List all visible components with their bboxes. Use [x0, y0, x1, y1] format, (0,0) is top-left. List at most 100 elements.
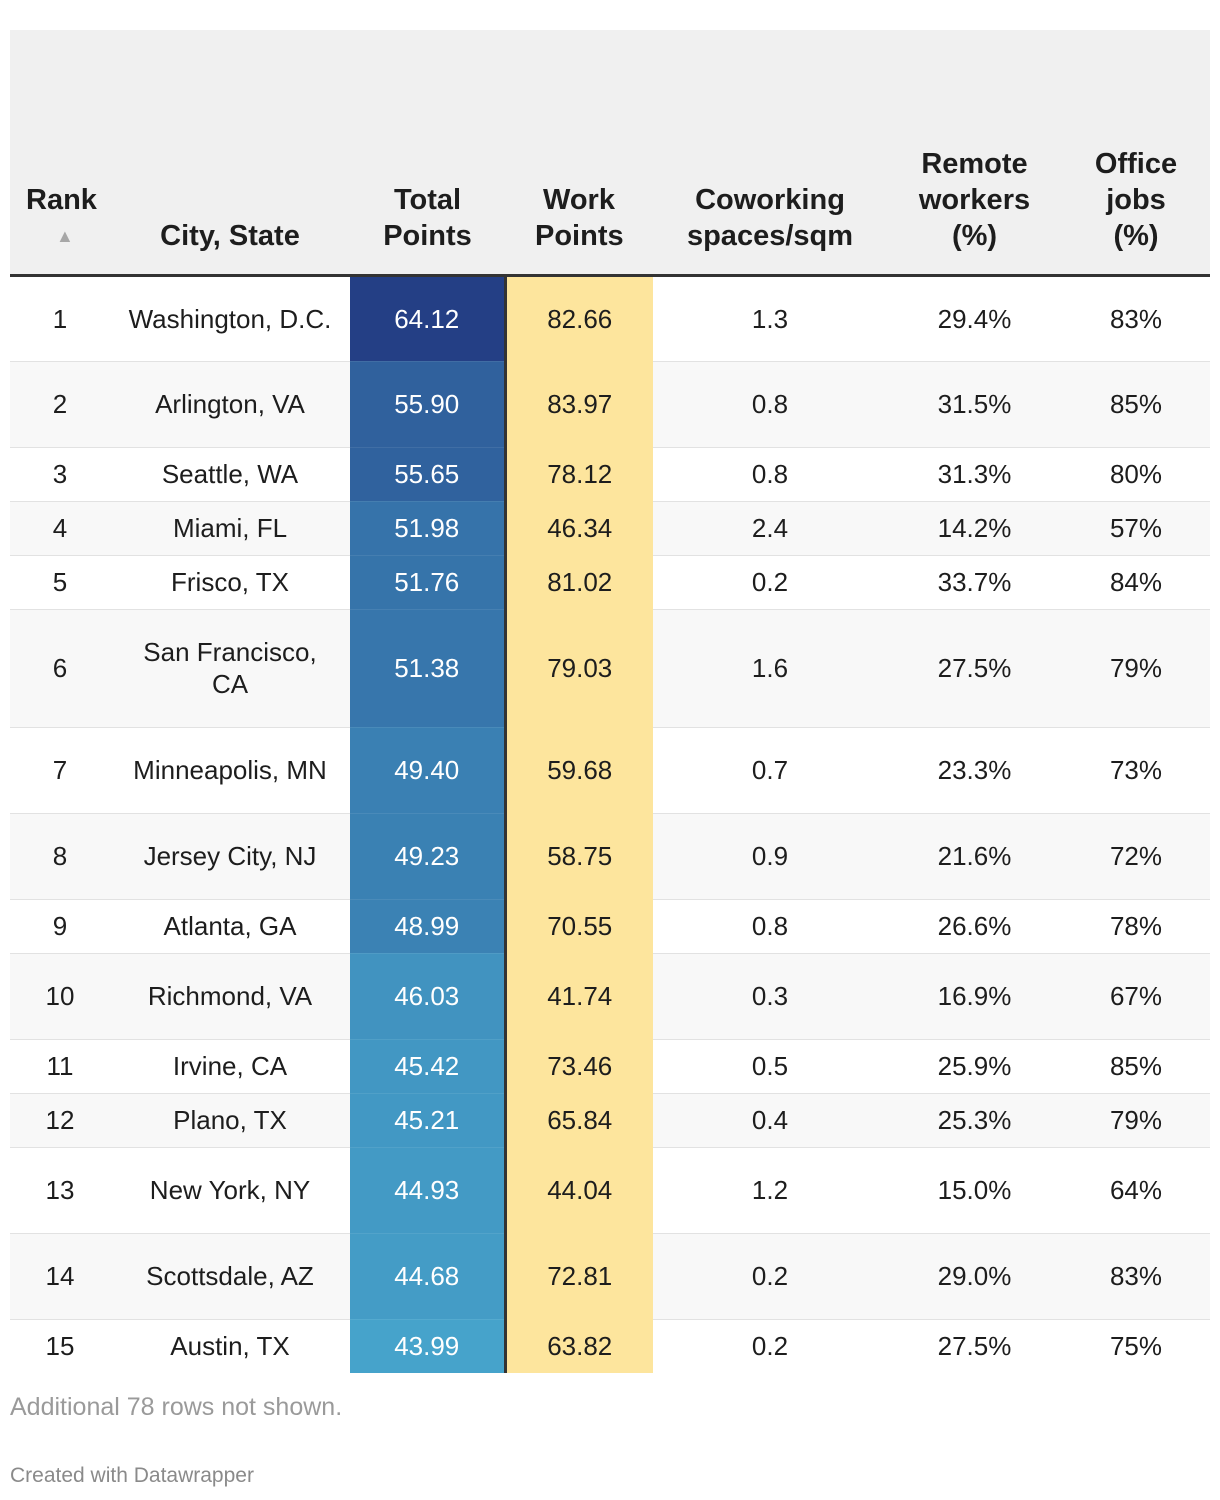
cell-remote: 26.6%: [887, 899, 1062, 954]
cell-rank: 15: [45, 1331, 75, 1362]
header-city[interactable]: City, State: [110, 30, 350, 277]
cell-city: Frisco, TX: [110, 555, 350, 610]
cell-city: New York, NY: [110, 1147, 350, 1234]
cell-rank: 10: [10, 953, 110, 1040]
header-coworking[interactable]: Coworking spaces/sqm: [653, 30, 887, 277]
cell-rank: 1: [10, 275, 110, 362]
header-office-jobs[interactable]: Office jobs (%): [1062, 30, 1210, 277]
cell-work: 63.82: [505, 1319, 653, 1373]
header-remote-label: Remote workers (%): [918, 147, 1031, 252]
cell-total: 64.12: [350, 275, 507, 362]
table-row: 4 Miami, FL 51.98 46.34 2.4 14.2% 57%: [10, 501, 1210, 556]
cell-cowork: 0.9: [653, 813, 887, 900]
cell-office: 85%: [1062, 361, 1210, 448]
header-work-label: Work Points: [535, 183, 624, 252]
cell-city: Arlington, VA: [110, 361, 350, 448]
table-row: 7 Minneapolis, MN 49.40 59.68 0.7 23.3% 73%: [10, 727, 1210, 814]
rows-not-shown-note: Additional 78 rows not shown.: [10, 1393, 343, 1421]
cell-remote: 16.9%: [887, 953, 1062, 1040]
header-row: Rank ▲ City, State Total Points Work Poi…: [10, 30, 1210, 277]
cell-work: 82.66: [505, 275, 653, 362]
cell-office: 85%: [1062, 1039, 1210, 1094]
cell-office: 79%: [1062, 609, 1210, 728]
header-city-label: City, State: [160, 219, 300, 252]
cell-work: 78.12: [505, 447, 653, 502]
datawrapper-credit[interactable]: Created with Datawrapper: [10, 1464, 254, 1487]
sort-ascending-icon[interactable]: ▲: [56, 225, 74, 246]
table-row: 11 Irvine, CA 45.42 73.46 0.5 25.9% 85%: [10, 1039, 1210, 1094]
cell-remote: 25.3%: [887, 1093, 1062, 1148]
table-container: Rank ▲ City, State Total Points Work Poi…: [10, 30, 1210, 1373]
cell-office: 80%: [1062, 447, 1210, 502]
cell-cowork: 0.2: [751, 1331, 789, 1362]
table-row: 1 Washington, D.C. 64.12 82.66 1.3 29.4% 83%: [10, 275, 1210, 362]
cell-office: 73%: [1062, 727, 1210, 814]
cell-city: Minneapolis, MN: [110, 727, 350, 814]
cell-work: 81.02: [505, 555, 653, 610]
cell-rank: 3: [10, 447, 110, 502]
cell-cowork: 0.8: [653, 899, 887, 954]
rankings-table: Rank ▲ City, State Total Points Work Poi…: [10, 30, 1210, 1373]
cell-office: 84%: [1062, 555, 1210, 610]
table-body: 1 Washington, D.C. 64.12 82.66 1.3 29.4% 83% 2 A…: [10, 275, 1210, 1373]
cell-work: 72.81: [505, 1233, 653, 1320]
cell-work: 65.84: [505, 1093, 653, 1148]
header-rank[interactable]: Rank ▲: [10, 30, 110, 277]
cell-city: Irvine, CA: [110, 1039, 350, 1094]
cell-total: 45.21: [350, 1093, 507, 1148]
cell-total: 49.40: [350, 727, 507, 814]
cell-cowork: 1.2: [653, 1147, 887, 1234]
table-row: 10 Richmond, VA 46.03 41.74 0.3 16.9% 67%: [10, 953, 1210, 1040]
cell-remote: 27.5%: [887, 609, 1062, 728]
cell-work: 70.55: [505, 899, 653, 954]
header-rank-label: Rank: [26, 183, 97, 216]
cell-office: 83%: [1062, 1233, 1210, 1320]
cell-total: 46.03: [350, 953, 507, 1040]
header-remote-workers[interactable]: Remote workers (%): [887, 30, 1062, 277]
cell-cowork: 1.6: [653, 609, 887, 728]
cell-remote: 29.4%: [887, 275, 1062, 362]
cell-cowork: 0.4: [653, 1093, 887, 1148]
table-row: 5 Frisco, TX 51.76 81.02 0.2 33.7% 84%: [10, 555, 1210, 610]
cell-rank: 14: [10, 1233, 110, 1320]
cell-remote: 29.0%: [887, 1233, 1062, 1320]
cell-cowork: 0.8: [653, 361, 887, 448]
cell-work: 83.97: [505, 361, 653, 448]
cell-work: 41.74: [505, 953, 653, 1040]
cell-cowork: 0.2: [653, 555, 887, 610]
table-row: 9 Atlanta, GA 48.99 70.55 0.8 26.6% 78%: [10, 899, 1210, 954]
cell-total: 55.65: [350, 447, 507, 502]
cell-total: 51.98: [350, 501, 507, 556]
cell-office: 75%: [1109, 1331, 1163, 1362]
header-coworking-label: Coworking spaces/sqm: [686, 183, 854, 252]
cell-cowork: 0.2: [653, 1233, 887, 1320]
cell-total: 51.38: [350, 609, 507, 728]
header-total-points[interactable]: Total Points: [350, 30, 505, 277]
cell-rank: 6: [10, 609, 110, 728]
cell-remote: 25.9%: [887, 1039, 1062, 1094]
cell-office: 83%: [1062, 275, 1210, 362]
cell-city: Atlanta, GA: [110, 899, 350, 954]
cell-city: Jersey City, NJ: [110, 813, 350, 900]
cell-total: 48.99: [350, 899, 507, 954]
cell-city: Washington, D.C.: [110, 275, 350, 362]
cell-total: 43.99: [350, 1319, 507, 1373]
cell-office: 64%: [1062, 1147, 1210, 1234]
header-work-points[interactable]: Work Points: [505, 30, 653, 277]
cell-cowork: 2.4: [653, 501, 887, 556]
cell-cowork: 0.5: [653, 1039, 887, 1094]
cell-work: 58.75: [505, 813, 653, 900]
cell-cowork: 0.8: [653, 447, 887, 502]
cell-total: 49.23: [350, 813, 507, 900]
cell-remote: 31.5%: [887, 361, 1062, 448]
table-row: 15 Austin, TX 43.99 63.82 0.2 27.5% 75%: [10, 1319, 1210, 1373]
cell-city: San Francisco, CA: [110, 609, 350, 728]
cell-cowork: 0.7: [653, 727, 887, 814]
cell-rank: 8: [10, 813, 110, 900]
cell-total: 45.42: [350, 1039, 507, 1094]
cell-work: 73.46: [505, 1039, 653, 1094]
cell-rank: 7: [10, 727, 110, 814]
cell-rank: 11: [10, 1039, 110, 1094]
cell-rank: 12: [10, 1093, 110, 1148]
header-office-label: Office jobs (%): [1094, 147, 1178, 252]
